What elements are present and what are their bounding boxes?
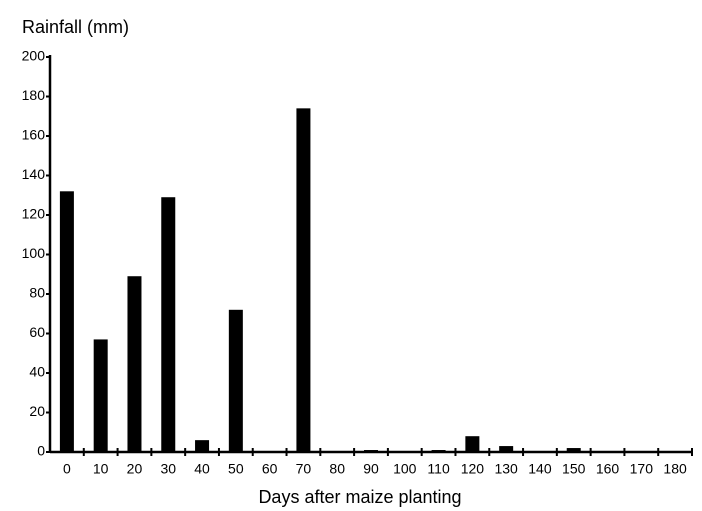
y-tick-label: 180 — [22, 87, 46, 103]
x-tick-label: 170 — [630, 461, 654, 477]
bar — [127, 276, 142, 452]
x-tick-label: 20 — [127, 461, 143, 477]
bar — [499, 446, 514, 452]
x-tick-label: 160 — [596, 461, 620, 477]
x-axis-label: Days after maize planting — [258, 487, 461, 507]
y-tick-label: 0 — [37, 443, 45, 459]
y-tick-label: 160 — [22, 127, 46, 143]
x-tick-label: 10 — [93, 461, 109, 477]
x-tick-label: 100 — [393, 461, 417, 477]
y-tick-label: 80 — [29, 285, 45, 301]
y-tick-label: 100 — [22, 245, 46, 261]
y-tick-label: 40 — [29, 364, 45, 380]
x-tick-label: 130 — [494, 461, 518, 477]
x-tick-label: 0 — [63, 461, 71, 477]
bar — [59, 191, 74, 453]
y-axis-label: Rainfall (mm) — [22, 17, 129, 37]
bar — [566, 448, 581, 452]
x-tick-label: 120 — [461, 461, 485, 477]
y-tick-label: 140 — [22, 166, 46, 182]
x-tick-label: 140 — [528, 461, 552, 477]
x-tick-label: 80 — [329, 461, 345, 477]
bar — [364, 450, 378, 452]
x-tick-label: 70 — [296, 461, 312, 477]
y-tick-label: 120 — [22, 206, 46, 222]
x-tick-label: 50 — [228, 461, 244, 477]
x-tick-label: 40 — [194, 461, 210, 477]
bar — [195, 440, 210, 452]
bar — [465, 436, 480, 452]
x-tick-label: 110 — [427, 461, 450, 477]
x-tick-label: 150 — [562, 461, 586, 477]
x-tick-label: 60 — [262, 461, 278, 477]
y-tick-label: 20 — [29, 403, 45, 419]
x-tick-label: 180 — [663, 461, 687, 477]
y-tick-label: 200 — [22, 48, 46, 64]
bar — [296, 108, 311, 452]
y-tick-label: 60 — [29, 324, 45, 340]
bar — [431, 450, 446, 452]
bar — [93, 339, 108, 452]
bar — [161, 197, 176, 452]
x-tick-label: 30 — [160, 461, 176, 477]
bar — [228, 309, 243, 452]
x-tick-label: 90 — [363, 461, 379, 477]
